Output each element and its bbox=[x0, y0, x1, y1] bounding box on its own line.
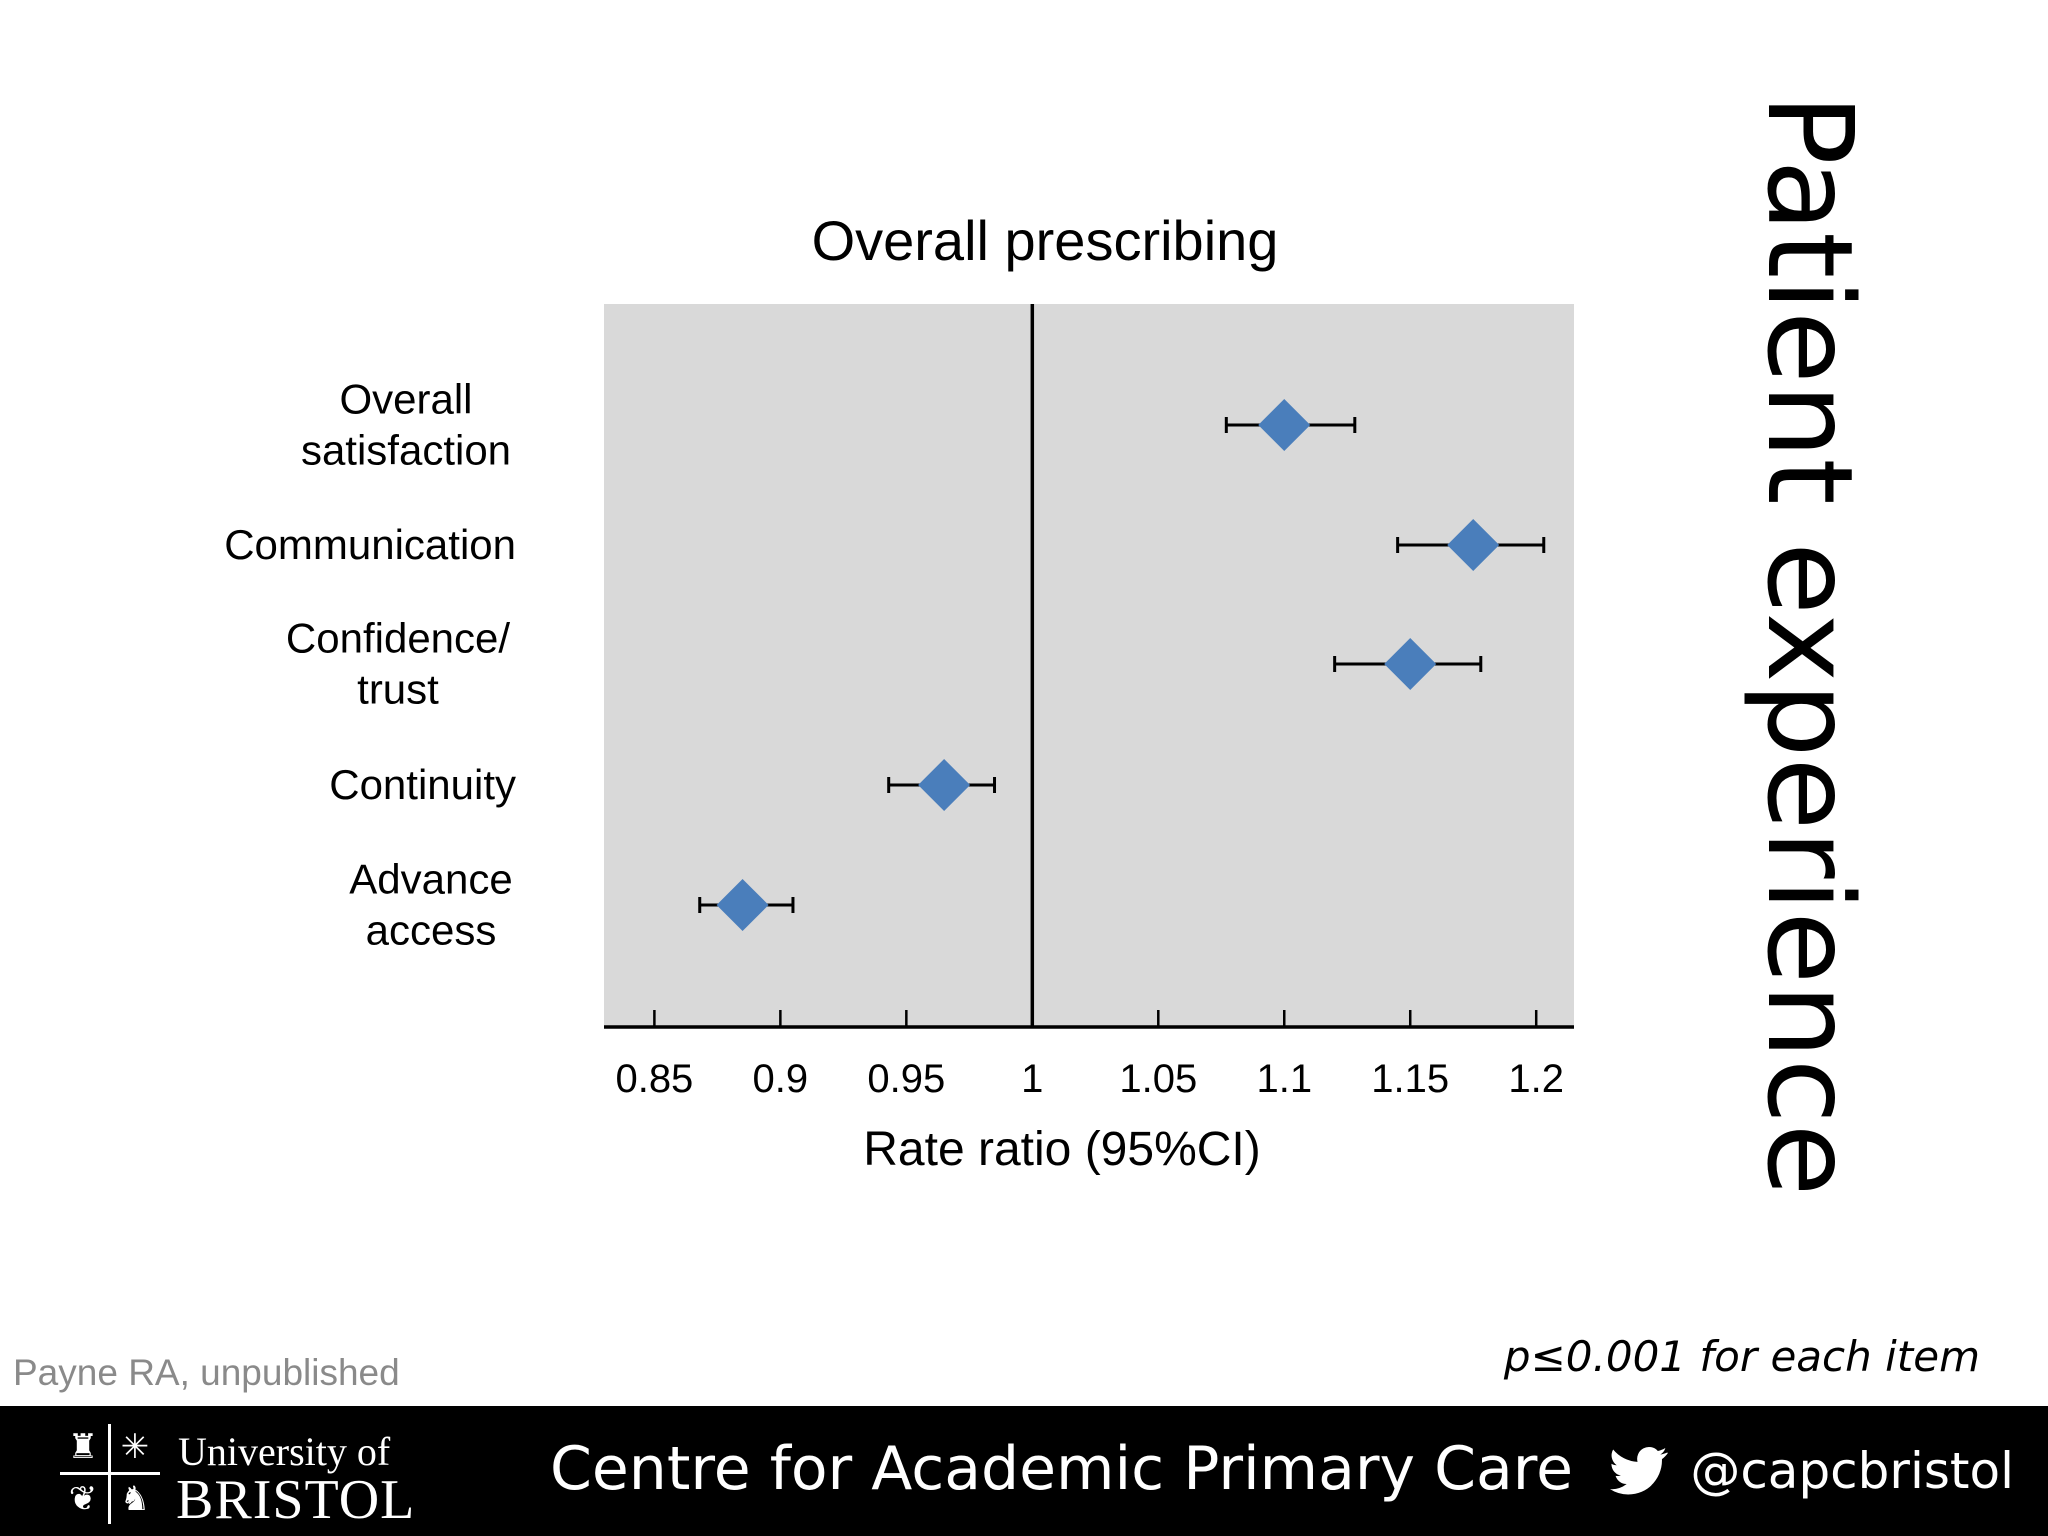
twitter-bird-icon bbox=[1610, 1446, 1669, 1495]
estimate-point bbox=[716, 879, 769, 931]
twitter-link[interactable]: @capcbristol bbox=[1610, 1436, 2014, 1506]
x-tick-label: 1.1 bbox=[1256, 1057, 1312, 1101]
logo-text-line1: University of bbox=[178, 1429, 391, 1474]
x-axis-label: Rate ratio (95%CI) bbox=[863, 1123, 1260, 1176]
x-tick-label: 1.15 bbox=[1371, 1057, 1449, 1101]
category-label: Confidence/trust bbox=[286, 615, 510, 713]
crest-icon: ♜ ✳ ❦ ♞ bbox=[60, 1424, 160, 1524]
source-note: Payne RA, unpublished bbox=[13, 1352, 400, 1393]
footer-bar: ♜ ✳ ❦ ♞ University of BRISTOL Centre for… bbox=[0, 1406, 2048, 1536]
logo-text-line2: BRISTOL bbox=[176, 1469, 416, 1531]
p-value-note: p≤0.001 for each item bbox=[1503, 1332, 1980, 1381]
x-tick-label: 1 bbox=[1021, 1057, 1043, 1101]
estimate-point bbox=[1384, 638, 1437, 690]
twitter-handle: @capcbristol bbox=[1690, 1442, 2014, 1500]
side-title: Patient experience bbox=[1741, 93, 1879, 1197]
chart-title: Overall prescribing bbox=[812, 209, 1279, 272]
estimate-point bbox=[1447, 519, 1500, 571]
estimate-point bbox=[1258, 399, 1311, 451]
forest-plot: Overall prescribing 0.85 0.9 0.95 1 1.05 1.1 1.… bbox=[224, 209, 1574, 1176]
university-logo: ♜ ✳ ❦ ♞ University of BRISTOL bbox=[60, 1424, 420, 1531]
category-label: Advance access bbox=[349, 856, 512, 954]
x-tick-label: 0.95 bbox=[867, 1057, 945, 1101]
x-tick-label: 1.05 bbox=[1119, 1057, 1197, 1101]
estimate-point bbox=[918, 759, 971, 811]
x-tick-label: 1.2 bbox=[1508, 1057, 1564, 1101]
category-label: Continuity bbox=[329, 761, 516, 808]
centre-name: Centre for Academic Primary Care bbox=[550, 1434, 1574, 1504]
x-tick-label: 0.85 bbox=[615, 1057, 693, 1101]
category-label: Overall satisfaction bbox=[301, 376, 511, 474]
category-label: Communication bbox=[224, 521, 516, 568]
x-tick-label: 0.9 bbox=[753, 1057, 809, 1101]
